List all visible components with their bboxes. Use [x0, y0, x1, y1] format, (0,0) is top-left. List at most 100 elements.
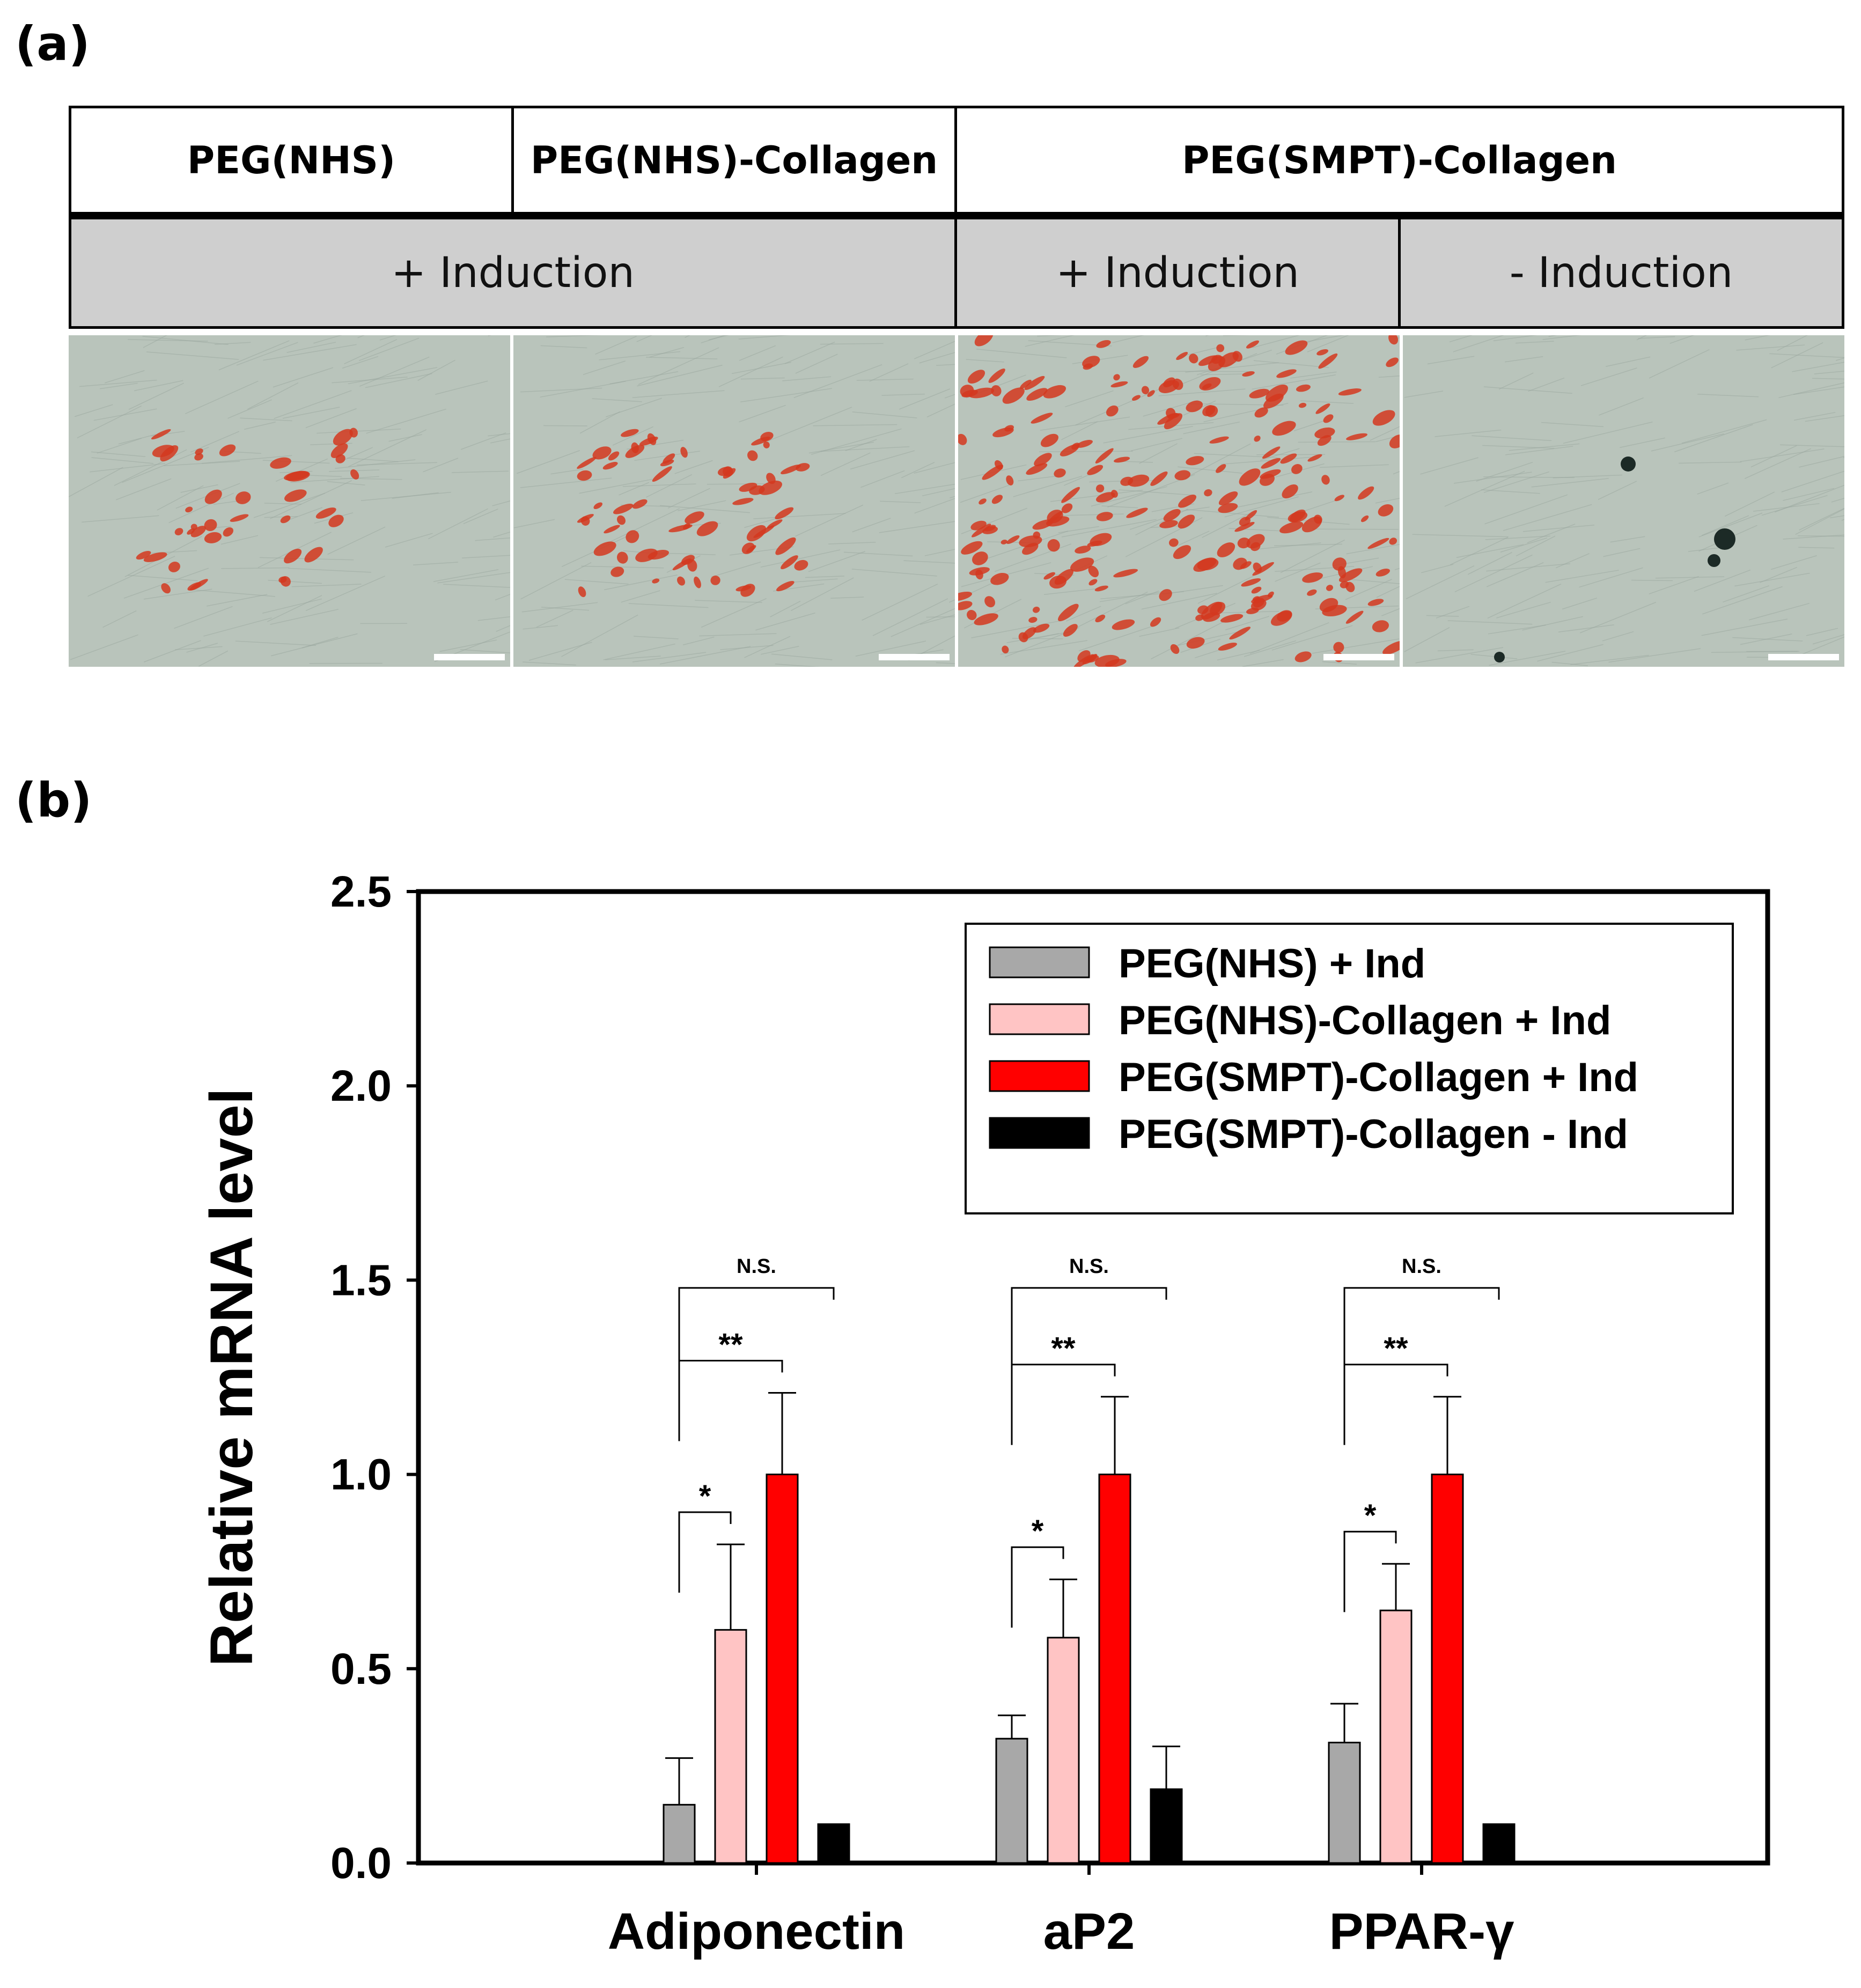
y-tick-label: 2.5 — [330, 867, 392, 916]
lipid-droplet — [616, 515, 626, 525]
micrograph-image — [69, 335, 510, 667]
lipid-droplet — [1141, 386, 1150, 395]
lipid-droplet — [1128, 474, 1150, 487]
lipid-droplet — [602, 462, 618, 470]
lipid-droplet — [185, 506, 193, 513]
lipid-droplet — [1378, 504, 1394, 517]
lipid-droplet — [1276, 369, 1297, 378]
lipid-droplet — [1288, 511, 1308, 523]
lipid-droplet — [1163, 509, 1181, 521]
lipid-droplet — [1150, 617, 1161, 627]
lipid-droplet — [1199, 377, 1221, 391]
lipid-droplet — [775, 507, 794, 520]
lipid-droplet — [578, 586, 586, 598]
lipid-droplet — [608, 451, 620, 461]
lipid-droplet — [1087, 654, 1098, 662]
lipid-droplet — [739, 482, 757, 492]
condition-header-no-induction: - Induction — [1509, 248, 1733, 297]
y-tick-label: 0.5 — [330, 1645, 392, 1694]
lipid-droplet — [1087, 465, 1104, 475]
lipid-droplet — [1277, 610, 1292, 622]
lipid-droplet — [328, 514, 344, 527]
lipid-droplet — [1232, 351, 1242, 362]
lipid-droplet — [593, 541, 616, 556]
y-tick-label: 1.0 — [330, 1450, 392, 1499]
micrograph-peg-nhs-collagen — [513, 335, 955, 667]
lipid-droplet — [1176, 352, 1188, 360]
lipid-droplet — [1006, 535, 1020, 544]
lipid-droplet — [136, 550, 151, 560]
lipid-droplet — [204, 519, 217, 532]
lipid-droplet — [1322, 605, 1347, 617]
lipid-droplet — [760, 432, 774, 441]
lipid-droplet — [1202, 405, 1216, 416]
micrograph-row — [69, 335, 1844, 667]
x-tick-label: PPAR-γ — [1329, 1903, 1515, 1960]
lipid-droplet — [1047, 539, 1060, 552]
lipid-droplet — [187, 582, 201, 591]
debris-spot — [1494, 652, 1505, 662]
lipid-droplet — [1242, 371, 1255, 377]
lipid-droplet — [969, 387, 995, 399]
lipid-droplet — [1233, 557, 1247, 570]
lipid-droplet — [635, 548, 658, 562]
lipid-droplet — [143, 552, 167, 562]
significance-label: * — [699, 1479, 711, 1514]
lipid-droplet — [672, 558, 692, 571]
lipid-droplet — [1316, 349, 1329, 356]
lipid-droplet — [710, 575, 720, 585]
lipid-droplet — [1332, 557, 1347, 571]
lipid-droplet — [151, 429, 171, 440]
lipid-droplet — [1173, 545, 1191, 559]
lipid-droplet — [621, 429, 639, 437]
lipid-droplet — [1262, 446, 1281, 459]
lipid-droplet — [1002, 645, 1009, 654]
lipid-droplet — [1372, 620, 1389, 632]
lipid-droplet — [1112, 619, 1135, 630]
lipid-droplet — [1296, 384, 1311, 392]
lipid-droplet — [984, 596, 996, 608]
scale-bar — [879, 654, 950, 660]
lipid-droplet — [1095, 492, 1115, 503]
y-tick-label: 0.0 — [330, 1839, 392, 1888]
lipid-droplet — [236, 491, 251, 504]
x-tick-label: Adiponectin — [608, 1903, 906, 1960]
condition-header-row: + Induction + Induction - Induction — [69, 215, 1844, 329]
lipid-droplet — [767, 519, 783, 529]
lipid-droplet — [775, 537, 796, 555]
lipid-droplet — [1279, 521, 1304, 534]
micrograph-peg-smpt-collagen-induction — [958, 335, 1400, 667]
lipid-droplet — [577, 470, 592, 481]
significance-bracket — [1343, 1364, 1448, 1445]
significance-label: N.S. — [1402, 1255, 1441, 1278]
lipid-droplet — [1346, 433, 1367, 440]
lipid-droplet — [1186, 400, 1203, 413]
debris-spot — [1708, 554, 1720, 567]
legend-swatch — [989, 1117, 1090, 1149]
lipid-droplet — [1024, 375, 1045, 391]
lipid-droplet — [677, 576, 686, 586]
lipid-droplet — [1234, 521, 1255, 532]
bar — [817, 1823, 850, 1864]
group-header-peg-nhs: PEG(NHS) — [71, 108, 514, 212]
y-tick-label: 2.0 — [330, 1062, 392, 1110]
lipid-droplet — [1241, 578, 1261, 587]
micrograph-image — [1403, 335, 1844, 667]
lipid-droplet — [1033, 623, 1050, 633]
plot-frame — [416, 889, 1770, 1866]
significance-bracket — [1011, 1364, 1116, 1445]
lipid-droplet — [746, 525, 767, 542]
lipid-droplet — [1302, 572, 1323, 583]
lipid-droplet — [1220, 614, 1244, 623]
lipid-droplet — [1307, 454, 1322, 462]
micrograph-image — [513, 335, 955, 667]
lipid-droplet — [592, 446, 612, 460]
lipid-droplet — [280, 576, 291, 587]
bar-chart: 0.0 0.5 1.0 1.5 2.0 2.5 Relative mRNA level Adi… — [198, 867, 1770, 1960]
lipid-droplet — [1254, 407, 1268, 418]
lipid-droplet — [1110, 381, 1128, 388]
lipid-droplet — [1338, 568, 1363, 583]
lipid-droplet — [1095, 614, 1106, 623]
lipid-droplet — [1147, 390, 1155, 397]
lipid-droplet — [1216, 464, 1226, 473]
